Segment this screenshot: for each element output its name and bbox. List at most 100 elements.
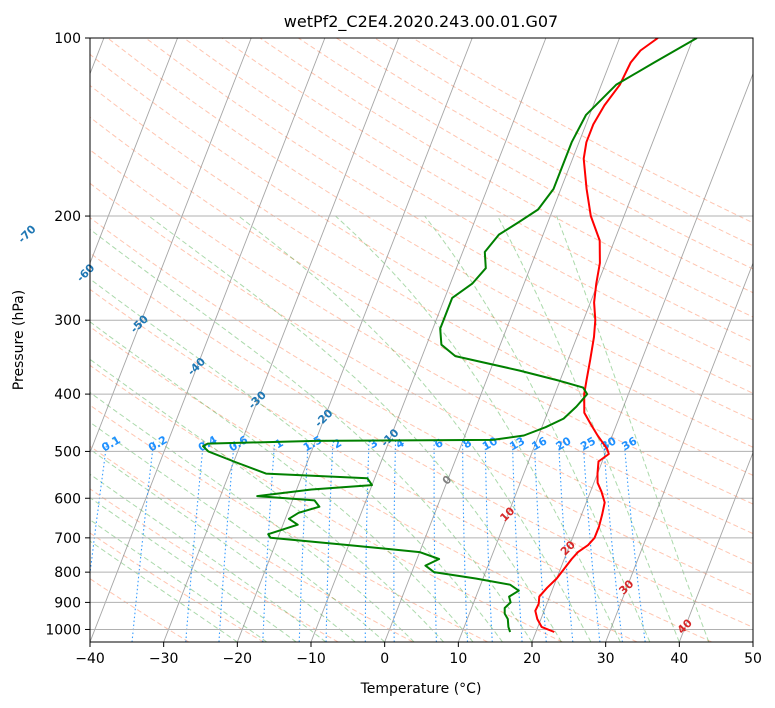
isotherm-label: 10 [497,504,517,524]
mixing-ratio-label: 20 [554,434,574,453]
mixing-ratio-line [185,440,205,642]
moist-adiabat [424,215,651,642]
dry-adiabat [221,38,753,343]
mixing-ratio-line [218,440,235,642]
dry-adiabat [90,84,753,476]
y-tick-label: 1000 [45,622,81,638]
isotherm-label: 30 [616,577,636,597]
dry-adiabat [298,38,753,294]
isotherm [678,451,753,642]
dry-adiabat [90,288,712,642]
dry-adiabat [90,578,190,642]
moist-adiabat [90,391,415,642]
y-tick-label: 400 [54,387,81,403]
dry-adiabat [90,53,753,448]
plot-frame [89,37,754,643]
mixing-ratio-line [90,440,108,579]
moist-adiabat [556,215,710,642]
mixing-ratio-line [623,440,646,642]
isotherm-label: -70 [15,222,38,245]
dry-adiabat [145,38,753,394]
x-tick-label: 50 [744,651,762,667]
moist-adiabat [148,215,562,642]
moist-adiabat [90,358,444,642]
x-tick-label: 30 [597,651,615,667]
moist-adiabat [90,540,238,642]
isotherm [605,261,753,642]
isotherm [384,38,620,642]
isotherm [163,38,399,642]
x-axis-label: Temperature (°C) [360,681,482,697]
y-axis: 100 200 300 400 500 600 700 800 900 1000 [45,31,90,638]
chart-title: wetPf2_C2E4.2020.243.00.01.G07 [284,12,558,32]
isotherm-label: 40 [675,616,695,636]
dry-adiabat [90,252,753,628]
moist-adiabat [90,228,533,642]
x-tick-label: −10 [296,651,326,667]
moist-adiabat [90,519,268,642]
grid [90,37,753,630]
y-tick-label: 200 [54,209,81,225]
mixing-ratio-label: 30 [599,434,619,453]
y-tick-label: 500 [54,444,81,460]
dry-adiabat [90,404,488,642]
y-tick-label: 800 [54,565,81,581]
x-axis: −40 −30 −20 −10 0 10 20 30 40 50 [75,642,762,667]
mixing-ratio-line [557,440,574,642]
mixing-ratio-line [364,440,370,642]
x-tick-label: −40 [75,651,105,667]
x-tick-label: 40 [670,651,688,667]
isotherm-label: -60 [74,261,97,284]
mixing-ratio-label: 25 [578,434,598,453]
moist-adiabat [238,215,592,642]
isotherm [236,38,473,642]
isotherm [457,38,694,642]
dry-adiabat [336,38,753,270]
mixing-ratio-line [462,440,469,642]
mixing-ratio-label: 36 [619,434,639,453]
moist-adiabat [90,448,356,642]
mixing-ratio-line [582,440,601,642]
y-axis-label: Pressure (hPa) [11,290,27,390]
dry-adiabat [90,217,753,596]
mixing-ratio-line [325,440,334,642]
background-lines [90,38,753,642]
dry-adiabat [107,38,753,421]
moist-adiabat [90,278,503,642]
isotherm [310,38,547,642]
moist-adiabat [497,215,680,642]
mixing-ratio-label: 10 [480,434,500,453]
moist-adiabat [90,497,297,642]
mixing-ratio-line [393,440,397,642]
dry-adiabat [90,532,264,642]
y-tick-label: 600 [54,491,81,507]
isotherm-label: -50 [128,312,151,335]
mixing-ratio-line [262,440,276,642]
mixing-ratio-line [533,440,547,642]
isotherm [90,38,252,454]
y-tick-label: 100 [54,31,81,47]
moist-adiabat [90,321,474,642]
x-tick-label: −20 [223,651,253,667]
isotherm-label: -20 [312,406,335,429]
x-tick-label: 20 [523,651,541,667]
x-tick-label: 0 [380,651,389,667]
x-tick-label: 10 [449,651,467,667]
isotherm [90,38,326,642]
mixing-ratio-line [511,440,523,642]
mixing-ratio-line [298,440,309,642]
dry-adiabat [90,326,638,642]
x-tick-label: −30 [149,651,179,667]
y-tick-label: 700 [54,531,81,547]
mixing-ratio-line [484,440,493,642]
isotherm [531,72,753,642]
mixing-ratio-line [602,440,623,642]
moist-adiabat [335,215,621,642]
isotherm-label: -30 [246,388,269,411]
profiles [202,38,698,633]
mixing-ratio-line [131,440,155,642]
dry-adiabat [259,38,753,318]
y-tick-label: 300 [54,313,81,329]
temperature-profile [534,38,659,633]
